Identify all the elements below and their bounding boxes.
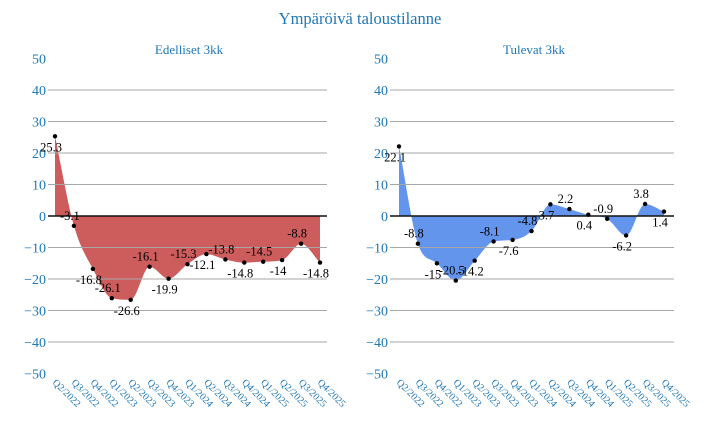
upcoming-3mo-chart-title: Tulevat 3kk [503,42,565,57]
previous-3mo-chart: 50403020100−10−20−30−40−50Q2/2022Q3/2022… [24,53,347,410]
y-tick-label: 20 [374,147,388,162]
data-point-label: -16.8 [76,273,102,287]
y-tick-label: 40 [374,84,388,99]
data-point-dot [396,144,402,149]
data-point-label: -7.6 [499,244,519,258]
data-point-dot [586,212,591,217]
y-tick-label: −20 [366,273,388,288]
data-point-dot [567,206,572,212]
data-point-label: 2.2 [558,192,574,206]
data-point-label: -6.2 [612,240,632,254]
data-point-label: -12.1 [189,258,215,272]
data-point-dot [147,264,152,269]
data-point-label: -26.1 [95,281,121,295]
data-point-label: -4.8 [518,214,538,228]
data-point-dot [453,278,458,283]
data-point-dot [261,259,266,264]
y-tick-label: −10 [366,242,388,257]
data-point-label: -15 [425,267,442,281]
data-point-dot [52,134,58,139]
data-point-label: -19.9 [152,283,178,297]
data-point-label: -16.1 [133,250,159,264]
y-tick-label: 50 [374,53,388,68]
data-point-dot [185,262,190,267]
y-tick-label: −50 [24,368,46,383]
y-tick-label: 30 [32,116,46,131]
y-tick-label: 50 [32,53,46,68]
data-point-dot [623,233,629,238]
y-tick-label: −50 [366,368,388,383]
data-point-label: -14 [270,264,287,278]
data-point-dot [242,260,247,265]
data-point-label: -13.8 [208,243,234,257]
y-tick-label: 30 [374,116,388,131]
data-point-dot [317,260,323,265]
data-point-dot [642,201,648,207]
data-point-dot [166,276,171,281]
data-point-label: 25.3 [40,140,62,154]
data-point-dot [661,209,667,214]
data-point-dot [298,241,304,246]
y-tick-label: 20 [32,147,46,162]
data-point-dot [90,266,96,272]
data-point-label: -14.8 [303,267,329,281]
data-point-dot [434,261,440,266]
y-tick-label: −40 [366,336,388,351]
data-point-dot [109,296,115,301]
data-point-label: -14.5 [246,245,272,259]
data-point-dot [491,239,496,244]
area-series [55,136,320,300]
data-point-dot [279,257,285,263]
y-tick-label: −30 [366,305,388,320]
data-point-label: -8.8 [287,227,307,241]
y-tick-label: −10 [24,242,46,257]
data-point-label: -8.1 [480,225,500,239]
data-point-dot [223,257,228,262]
data-point-dot [529,228,534,234]
data-point-dot [472,258,477,263]
data-point-label: -26.6 [114,304,140,318]
data-point-label: -14.2 [458,265,484,279]
data-point-dot [510,237,515,243]
y-tick-label: 10 [374,179,388,194]
y-tick-label: −30 [24,305,46,320]
data-point-label: -20.5 [439,264,465,278]
data-point-label: -8.8 [404,227,424,241]
data-point-label: 1.4 [652,216,668,230]
data-point-label: 0.4 [576,219,592,233]
y-tick-label: 0 [381,210,388,225]
data-point-label: 3.8 [633,187,649,201]
data-point-dot [605,216,610,221]
y-tick-label: 40 [32,84,46,99]
y-tick-label: −20 [24,273,46,288]
data-point-label: -14.8 [227,267,253,281]
data-point-dot [204,251,209,257]
data-point-dot [71,223,77,228]
data-point-label: -15.3 [170,247,196,261]
data-point-dot [415,241,421,246]
data-point-label: 22.1 [384,150,406,164]
y-tick-label: 0 [39,210,46,225]
figure-title: Ympäröivä taloustilanne [278,9,442,28]
data-point-dot [548,202,553,207]
data-point-label: 3.7 [539,208,555,222]
data-point-label: -3.1 [60,209,80,223]
y-tick-label: −40 [24,336,46,351]
previous-3mo-chart-title: Edelliset 3kk [154,42,224,57]
data-point-dot [128,297,133,302]
upcoming-3mo-chart: 50403020100−10−20−30−40−50Q2/2022Q3/2022… [366,53,691,410]
data-point-label: -0.9 [593,202,613,216]
y-tick-label: 10 [32,179,46,194]
